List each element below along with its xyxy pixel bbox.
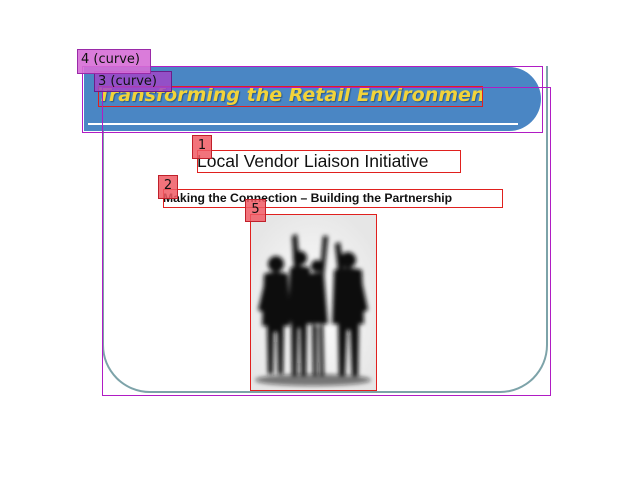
slide-subtitle: Making the Connection – Building the Par… (163, 191, 453, 205)
team-silhouette-icon (250, 214, 376, 390)
annotation-box-5 (250, 214, 377, 391)
annotation-box-3 (102, 87, 551, 396)
annotation-label-1: 1 (192, 135, 212, 159)
header-title: Transforming the Retail Environment (98, 84, 482, 106)
annotation-box-header-text (98, 86, 483, 107)
header-divider-line (88, 123, 518, 125)
annotation-label-3: 3 (curve) (94, 71, 172, 92)
team-celebration-photo (250, 214, 376, 390)
annotation-label-2: 2 (158, 175, 178, 199)
annotation-label-5: 5 (245, 199, 266, 222)
annotation-box-4 (82, 66, 543, 133)
slide-title: Local Vendor Liaison Initiative (197, 151, 429, 171)
slide-frame-curve (102, 66, 548, 393)
annotation-box-1 (197, 150, 461, 173)
annotation-label-4: 4 (curve) (77, 49, 151, 74)
